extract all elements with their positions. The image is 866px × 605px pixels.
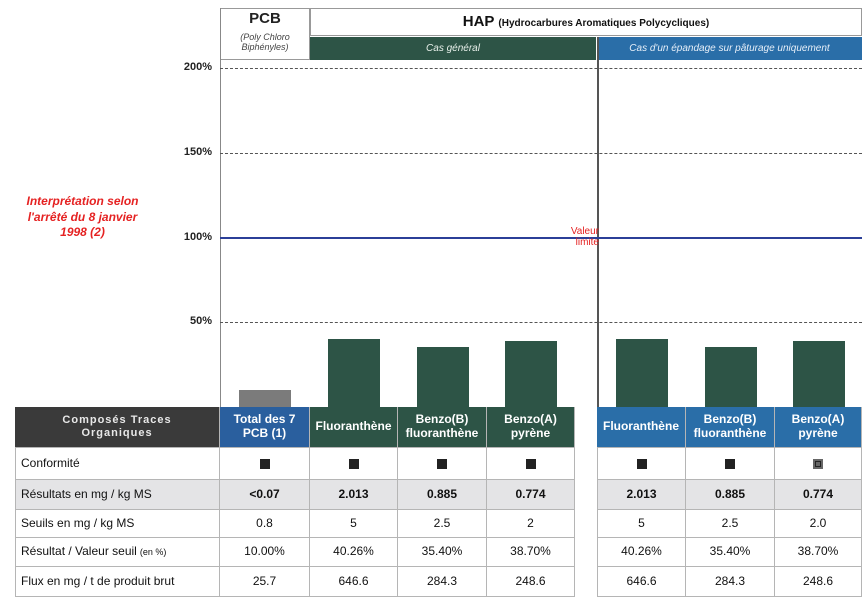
- row-label: Seuils en mg / kg MS: [15, 510, 220, 538]
- table-cell: <0.07: [220, 480, 310, 510]
- hap-title: HAP (Hydrocarbures Aromatiques Polycycliq…: [462, 13, 710, 30]
- conformity-icon: [813, 458, 823, 469]
- table-cell: 248.6: [775, 567, 862, 597]
- table-cell: 646.6: [597, 567, 686, 597]
- column-header: Benzo(B) fluoranthène: [398, 407, 487, 448]
- table-cell: 35.40%: [398, 538, 487, 567]
- table-cell: [310, 448, 398, 480]
- table-cell: 2: [487, 510, 575, 538]
- separator: [597, 37, 599, 407]
- conformity-icon: [725, 458, 735, 469]
- bar: [615, 338, 668, 407]
- table-cell: 284.3: [398, 567, 487, 597]
- conformity-icon: [636, 458, 647, 469]
- table-cell: 0.774: [487, 480, 575, 510]
- column-header: Benzo(B) fluoranthène: [686, 407, 775, 448]
- conformity-icon: [525, 458, 536, 469]
- y-tick-label: 200%: [183, 61, 212, 74]
- table-cell: 2.5: [686, 510, 775, 538]
- table-cell: 2.5: [398, 510, 487, 538]
- table-cell: 38.70%: [775, 538, 862, 567]
- table-cell: [398, 448, 487, 480]
- table-cell: 5: [597, 510, 686, 538]
- table-cell: [775, 448, 862, 480]
- table-cell: 0.774: [775, 480, 862, 510]
- group-general: Cas général: [310, 37, 596, 60]
- table-cell: 10.00%: [220, 538, 310, 567]
- pcb-subtitle: (Poly Chloro Biphényles): [240, 32, 290, 52]
- bar: [239, 390, 291, 407]
- table-cell: 2.013: [310, 480, 398, 510]
- table-cell: 0.885: [686, 480, 775, 510]
- table-corner: Composés Traces Organiques: [15, 407, 220, 448]
- table-cell: 0.885: [398, 480, 487, 510]
- axis-line: [220, 8, 221, 407]
- group-pasture: Cas d'un épandage sur pâturage uniquemen…: [597, 37, 862, 60]
- table-cell: 0.8: [220, 510, 310, 538]
- y-tick-label: 100%: [183, 230, 212, 243]
- table-cell: [597, 448, 686, 480]
- conformity-icon: [259, 458, 270, 469]
- bar: [792, 341, 845, 407]
- interpretation: Interprétation selon l'arrêté du 8 janvi…: [26, 194, 139, 240]
- table-cell: 40.26%: [310, 538, 398, 567]
- column-header: Fluoranthène: [310, 407, 398, 448]
- table-cell: 5: [310, 510, 398, 538]
- y-tick-label: 150%: [183, 146, 212, 159]
- reference-line: [220, 236, 862, 239]
- pcb-title: PCB: [249, 10, 281, 27]
- row-label: Flux en mg / t de produit brut: [15, 567, 220, 597]
- table-cell: 248.6: [487, 567, 575, 597]
- table-cell: 646.6: [310, 567, 398, 597]
- row-label: Conformité: [15, 448, 220, 480]
- row-label: Résultat / Valeur seuil (en %): [15, 538, 220, 567]
- grid-line: [220, 68, 862, 70]
- table-cell: 35.40%: [686, 538, 775, 567]
- y-tick-label: 50%: [189, 315, 212, 328]
- column-header: Benzo(A) pyrène: [487, 407, 575, 448]
- hap-header: [310, 8, 862, 36]
- column-header: Total des 7 PCB (1): [220, 407, 310, 448]
- table-cell: 40.26%: [597, 538, 686, 567]
- table-cell: 284.3: [686, 567, 775, 597]
- table-cell: [487, 448, 575, 480]
- grid-line: [220, 322, 862, 324]
- conformity-icon: [348, 458, 359, 469]
- table-cell: 2.013: [597, 480, 686, 510]
- conformity-icon: [437, 458, 447, 469]
- bar: [416, 347, 469, 407]
- bar: [505, 341, 557, 407]
- column-header: Benzo(A) pyrène: [775, 407, 862, 448]
- table-cell: [686, 448, 775, 480]
- row-unit: (en %): [139, 546, 167, 557]
- bar: [704, 347, 757, 407]
- table-cell: 2.0: [775, 510, 862, 538]
- hap-subtitle: (Hydrocarbures Aromatiques Polycycliques…: [498, 18, 710, 29]
- column-header: Fluoranthène: [597, 407, 686, 448]
- table-cell: 25.7: [220, 567, 310, 597]
- reference-label: Valeur limite: [570, 225, 599, 248]
- bar: [328, 338, 380, 407]
- grid-line: [220, 153, 862, 155]
- row-label: Résultats en mg / kg MS: [15, 480, 220, 510]
- table-cell: 38.70%: [487, 538, 575, 567]
- table-cell: [220, 448, 310, 480]
